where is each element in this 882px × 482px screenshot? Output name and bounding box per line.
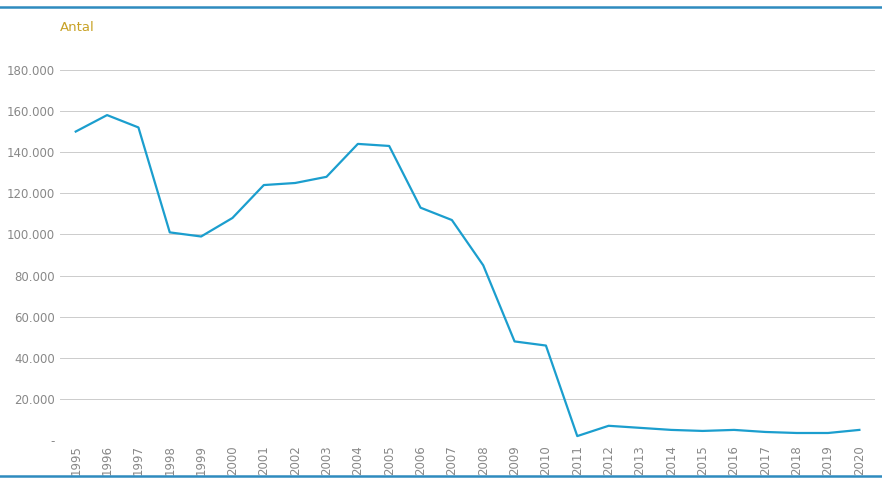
Text: Antal: Antal bbox=[60, 21, 94, 34]
